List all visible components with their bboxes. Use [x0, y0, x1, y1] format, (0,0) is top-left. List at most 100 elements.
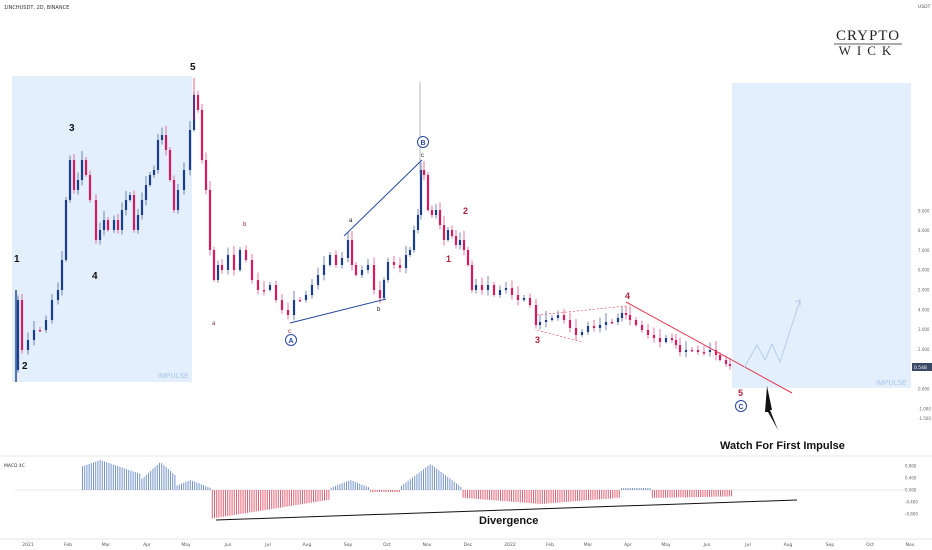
candle-body-139 [714, 350, 718, 355]
candle-body-39 [188, 130, 192, 170]
macd-bar-127 [361, 484, 363, 490]
candle-body-29 [144, 185, 148, 200]
candle-body-45 [212, 250, 216, 280]
candle-body-32 [156, 140, 160, 170]
macd-bar-72 [240, 490, 242, 514]
projection-path [743, 299, 801, 369]
macd-bar-194 [508, 490, 510, 502]
candle-body-15 [84, 160, 88, 175]
macd-bar-295 [731, 490, 732, 497]
macd-bar-147 [405, 482, 407, 490]
macd-bar-195 [511, 490, 512, 502]
macd-bar-116 [337, 485, 339, 490]
candle-body-65 [328, 255, 332, 265]
macd-bar-103 [308, 490, 310, 503]
candle-body-71 [360, 270, 364, 275]
macd-bar-25 [137, 472, 138, 490]
candle-body-142 [728, 364, 732, 366]
candle-body-66 [334, 255, 338, 265]
macd-bar-266 [667, 490, 669, 498]
macd-bar-79 [255, 490, 257, 512]
macd-bar-24 [134, 472, 136, 490]
macd-bar-214 [552, 490, 554, 503]
macd-bar-56 [205, 486, 207, 490]
macd-bar-283 [704, 490, 706, 497]
macd-bar-180 [478, 490, 479, 499]
macd-bar-285 [709, 490, 710, 497]
macd-bar-28 [143, 476, 145, 490]
macd-bar-207 [537, 490, 539, 504]
candle-body-98 [480, 285, 484, 290]
macd-bar-178 [473, 490, 475, 499]
candle-body-46 [216, 265, 220, 280]
macd-bar-131 [370, 490, 372, 492]
macd-bar-38 [165, 467, 167, 490]
macd-bar-229 [585, 490, 587, 501]
macd-bar-261 [656, 490, 658, 498]
macd-bar-54 [200, 484, 202, 490]
macd-bar-110 [324, 490, 325, 501]
candle-body-38 [182, 170, 186, 190]
candle-body-67 [340, 258, 344, 265]
price-tick-7: 2.000 [918, 347, 930, 352]
macd-bar-225 [577, 490, 578, 501]
candle-body-89 [442, 225, 446, 240]
impulse-label-left: IMPULSE [158, 373, 189, 380]
macd-bar-269 [673, 490, 675, 498]
candle-body-129 [658, 338, 662, 342]
macd-bar-197 [515, 490, 517, 502]
candle-body-28 [140, 200, 144, 215]
candle-body-20 [106, 220, 110, 230]
candle-body-82 [416, 215, 420, 230]
macd-bar-277 [691, 490, 693, 498]
macd-bar-247 [625, 488, 627, 490]
candle-body-76 [386, 262, 390, 280]
macd-bar-149 [409, 479, 411, 490]
macd-bar-136 [381, 490, 383, 492]
macd-bar-157 [427, 466, 429, 490]
macd-bar-88 [275, 490, 277, 509]
candle-body-22 [116, 220, 120, 230]
candle-body-50 [238, 250, 242, 270]
macd-bar-171 [458, 485, 460, 490]
macd-bar-203 [528, 490, 530, 504]
candle-body-63 [316, 275, 320, 285]
last-price-box [912, 363, 932, 371]
macd-bar-122 [350, 480, 352, 490]
macd-bar-267 [669, 490, 671, 498]
price-axis: USDT 9.000 8.000 7.000 6.000 5.000 4.000 3.000… [918, 4, 931, 421]
candle-body-18 [98, 230, 102, 240]
wave-C-circle [735, 400, 747, 412]
candle-body-99 [486, 285, 490, 290]
candle-body-10 [64, 200, 68, 260]
candle-body-141 [724, 360, 728, 364]
time-label-6: Jul [264, 542, 270, 548]
macd-bar-130 [368, 487, 369, 490]
macd-bar-37 [163, 465, 165, 490]
macd-bar-47 [185, 481, 187, 490]
macd-bar-76 [249, 490, 251, 513]
macd-bar-0 [82, 466, 83, 490]
macd-bar-289 [717, 490, 719, 497]
candle-body-31 [152, 170, 156, 175]
last-price-tag: 0.548 [912, 363, 932, 371]
macd-bar-81 [260, 490, 262, 511]
macd-bar-204 [530, 490, 532, 504]
candle-body-111 [556, 315, 560, 318]
macd-bar-36 [161, 463, 163, 490]
macd-bar-176 [469, 490, 471, 499]
macd-bar-44 [178, 484, 180, 490]
macd-bar-276 [689, 490, 691, 498]
candle-body-60 [298, 300, 302, 302]
macd-bar-102 [306, 490, 308, 504]
macd-bar-172 [460, 486, 462, 490]
macd-bar-188 [495, 490, 497, 501]
macd-bar-40 [170, 471, 171, 490]
macd-bar-164 [442, 473, 444, 490]
macd-tick-4: -0.800 [905, 512, 918, 517]
wave-B-label: B [420, 140, 425, 147]
time-label-1: Feb [64, 542, 72, 548]
candle-body-37 [176, 190, 180, 210]
macd-bar-17 [119, 466, 121, 490]
